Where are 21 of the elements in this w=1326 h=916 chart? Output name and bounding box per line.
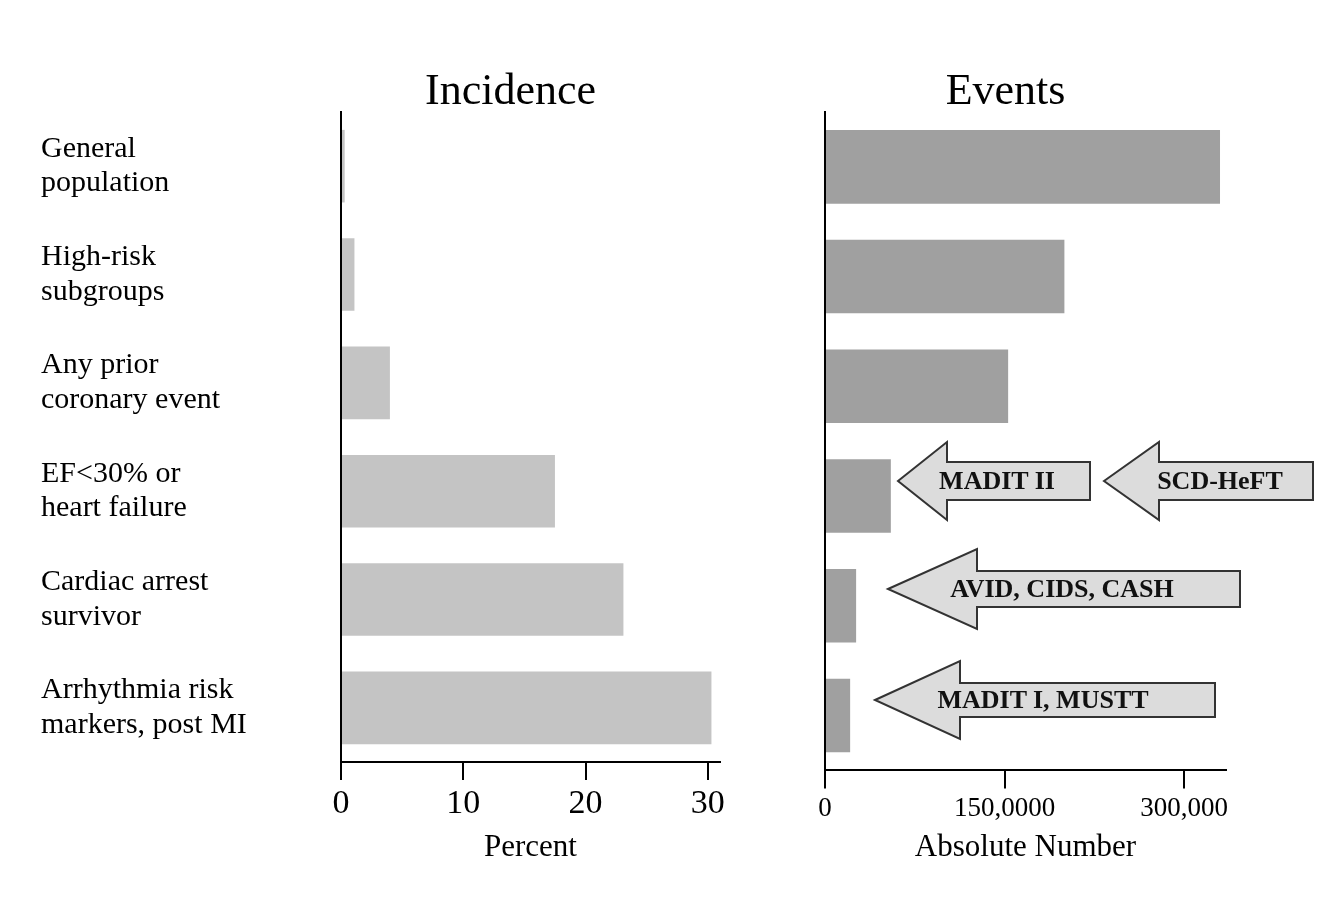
- x-tick-label: 0: [332, 783, 350, 821]
- chart-title: Events: [945, 65, 1066, 114]
- x-tick-label: 300,000: [1140, 791, 1228, 822]
- y-tick-label: Any prior coronary event: [41, 346, 221, 414]
- chart-title: Incidence: [425, 65, 596, 114]
- x-tick-label: 30: [690, 783, 725, 821]
- annotation: MADIT I, MUSTT: [937, 685, 1149, 715]
- y-tick-label: EF<30% or heart failure: [41, 454, 187, 523]
- x-axis-title: Percent: [484, 827, 578, 863]
- x-tick-label: 10: [446, 783, 481, 821]
- x-tick-label: 150,0000: [953, 791, 1056, 822]
- y-tick-label: Arrhythmia risk markers, post MI: [41, 671, 247, 739]
- x-tick-label: 0: [818, 791, 832, 822]
- x-tick-label: 20: [568, 783, 603, 821]
- annotation: AVID, CIDS, CASH: [950, 574, 1174, 604]
- y-tick-label: General population: [41, 129, 170, 198]
- annotation: SCD-HeFT: [1157, 466, 1283, 496]
- x-axis-title: Absolute Number: [914, 827, 1137, 863]
- y-tick-label: High-risk subgroups: [41, 238, 165, 306]
- y-tick-label: Cardiac arrest survivor: [41, 563, 210, 631]
- annotation: MADIT II: [939, 466, 1055, 496]
